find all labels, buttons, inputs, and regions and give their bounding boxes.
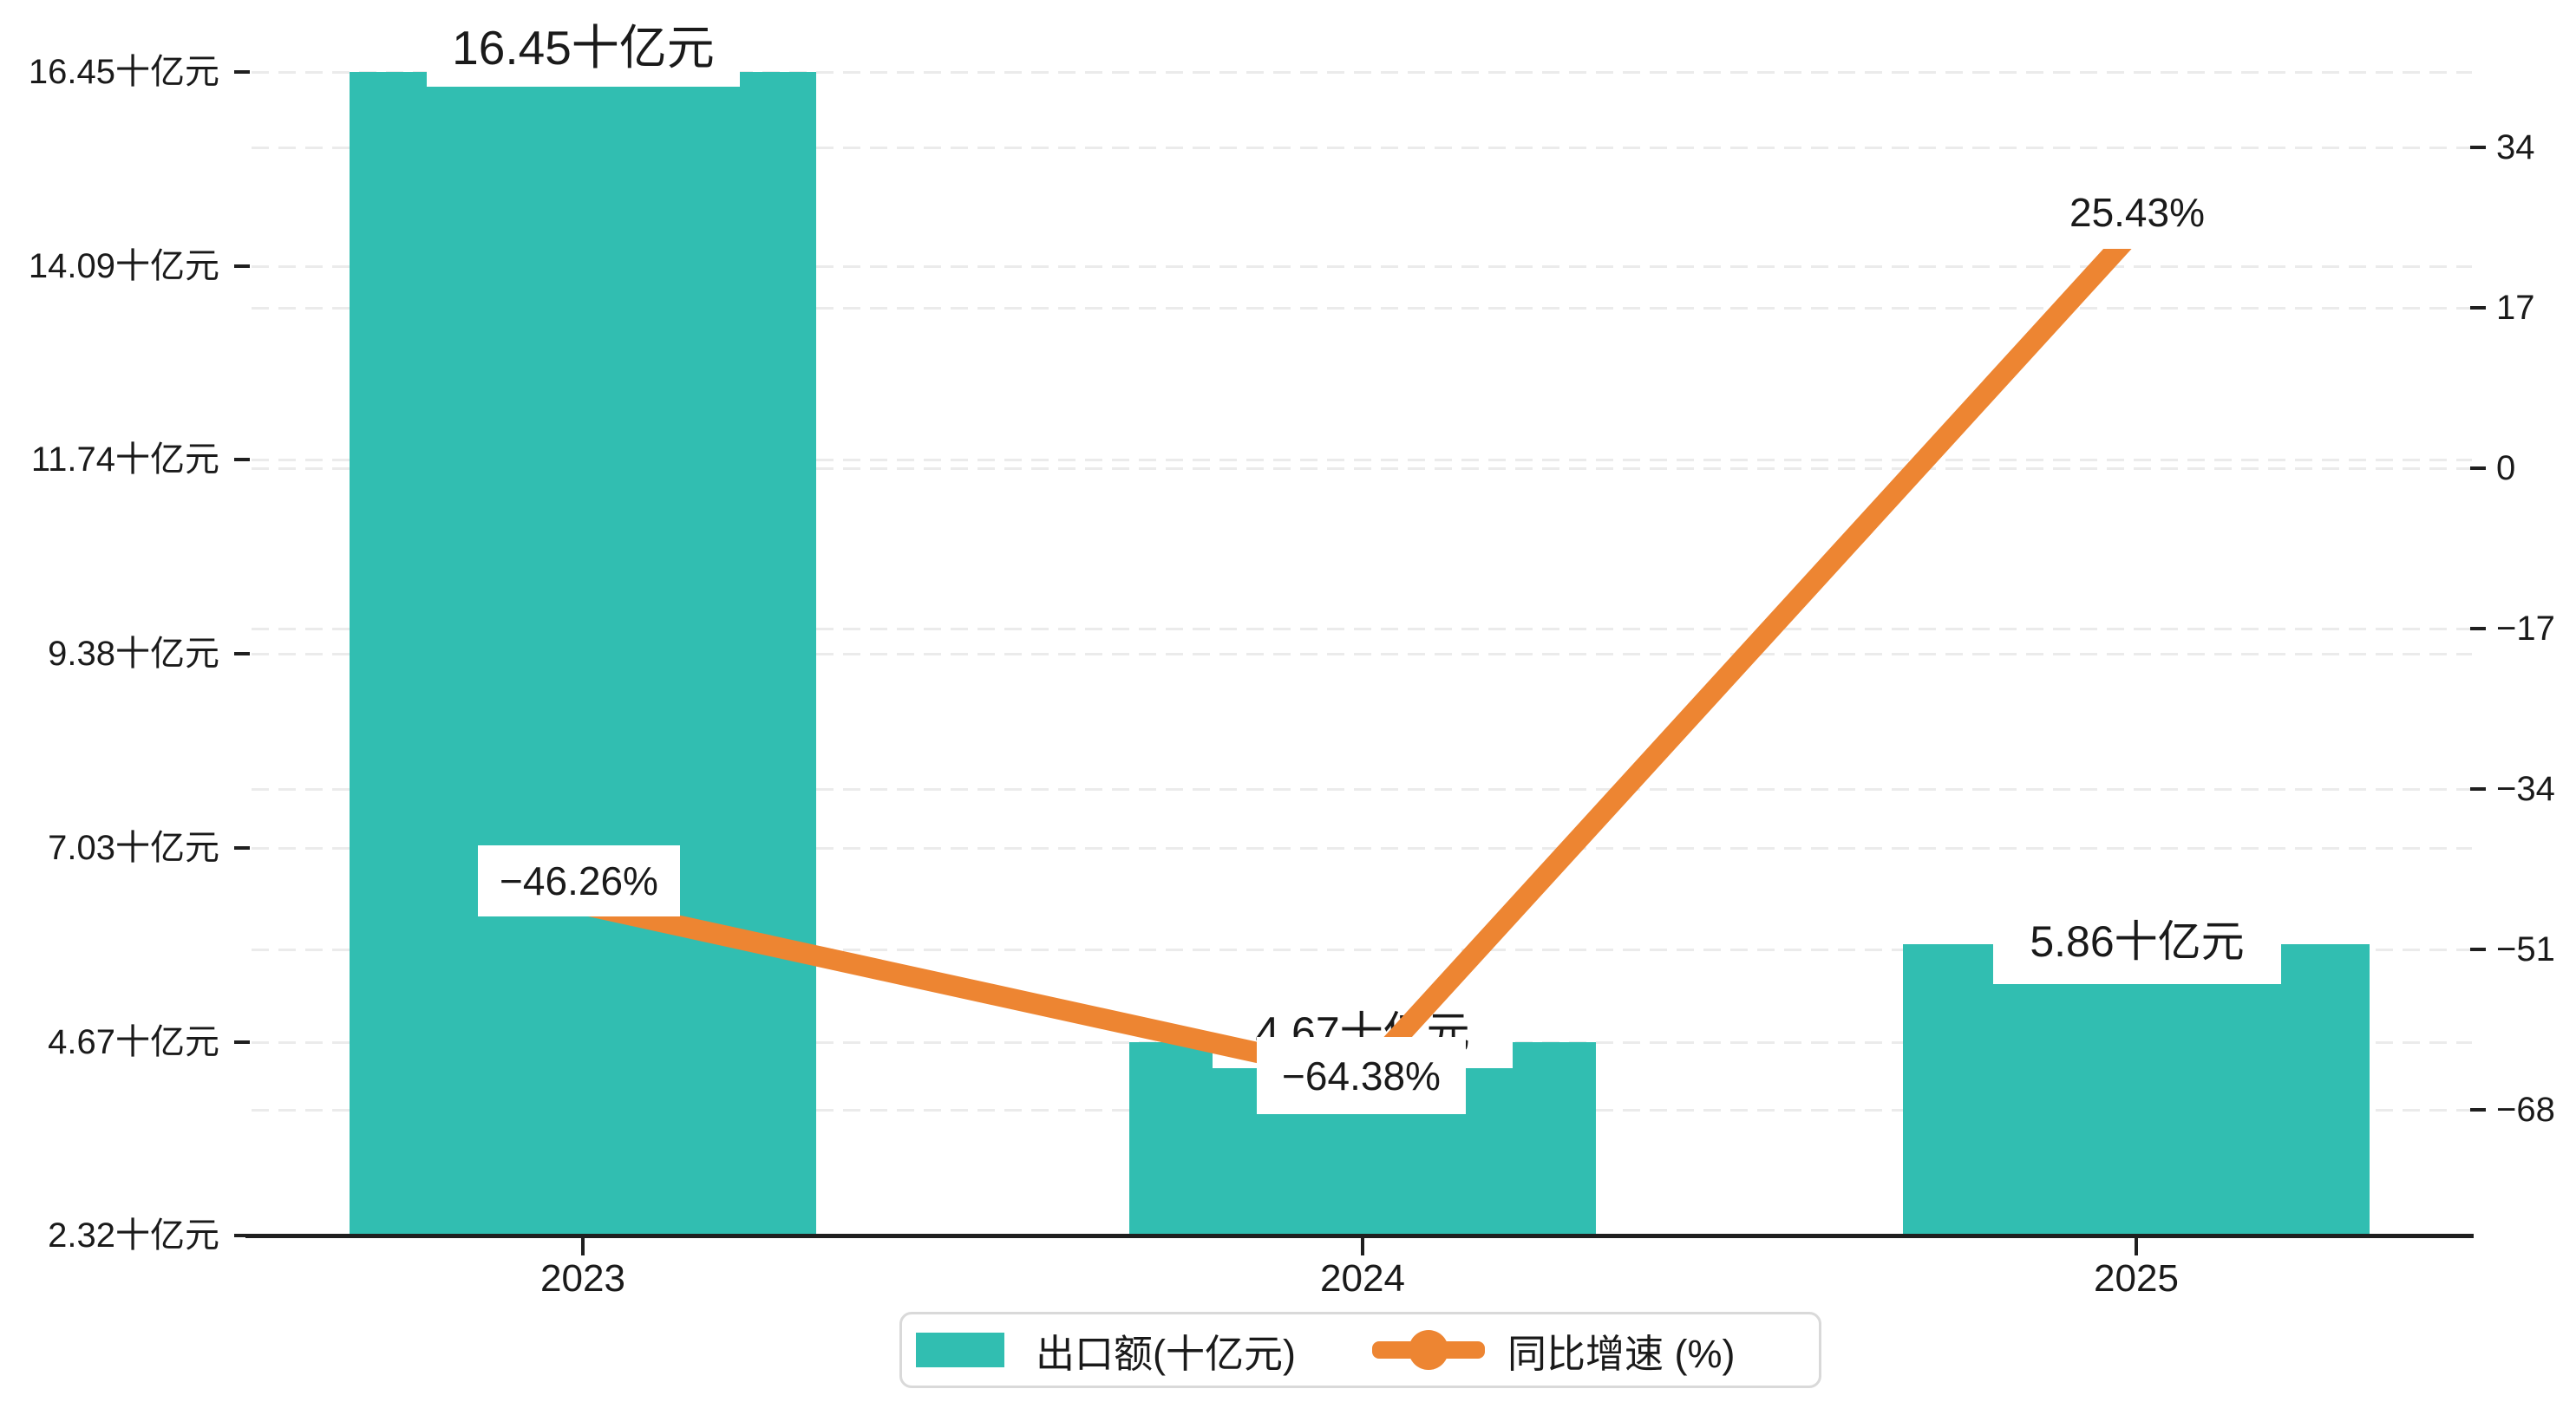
y-axis-left-tick bbox=[234, 458, 250, 462]
y-axis-left-label: 16.45十亿元 bbox=[28, 53, 219, 91]
gridline-right-axis bbox=[252, 787, 2472, 791]
gridline-left-axis bbox=[252, 459, 2472, 462]
y-axis-right-tick bbox=[2470, 786, 2486, 791]
growth-value-label-2024: −64.38% bbox=[1257, 1037, 1466, 1114]
y-axis-right-tick bbox=[2470, 1107, 2486, 1112]
y-axis-left-label: 9.38十亿元 bbox=[48, 635, 219, 674]
x-axis-tick bbox=[1361, 1238, 1364, 1255]
y-axis-left-label: 11.74十亿元 bbox=[30, 440, 219, 479]
gridline-left-axis bbox=[252, 265, 2472, 269]
x-axis-tick bbox=[581, 1238, 585, 1255]
legend: 出口额(十亿元) 同比增速 (%) bbox=[899, 1312, 1821, 1388]
y-axis-left-tick bbox=[234, 1234, 250, 1237]
legend-bar-swatch bbox=[916, 1333, 1004, 1367]
x-axis-tick bbox=[2135, 1238, 2138, 1255]
y-axis-left-tick bbox=[234, 1040, 250, 1044]
y-axis-right-tick bbox=[2470, 947, 2486, 951]
gridline-left-axis bbox=[252, 653, 2472, 656]
legend-line-dot-icon bbox=[1408, 1330, 1448, 1370]
y-axis-left-label: 2.32十亿元 bbox=[48, 1216, 219, 1255]
bar-value-label-2023: 16.45十亿元 bbox=[427, 0, 740, 87]
y-axis-left-label: 7.03十亿元 bbox=[48, 828, 219, 867]
y-axis-right-label: −68 bbox=[2496, 1090, 2555, 1129]
legend-line-label: 同比增速 (%) bbox=[1507, 1331, 1736, 1376]
y-axis-left-tick bbox=[234, 70, 250, 74]
gridline-right-axis bbox=[252, 307, 2472, 310]
y-axis-left-label: 4.67十亿元 bbox=[48, 1022, 219, 1061]
bar-2025 bbox=[1903, 943, 2370, 1236]
y-axis-right-label: −17 bbox=[2496, 609, 2555, 648]
y-axis-right-label: −34 bbox=[2496, 769, 2555, 808]
growth-value-label-2025: 25.43% bbox=[2047, 176, 2227, 249]
y-axis-right-tick bbox=[2470, 306, 2486, 310]
y-axis-right-tick bbox=[2470, 466, 2486, 470]
x-axis-line bbox=[245, 1234, 2474, 1238]
legend-bar-label: 出口额(十亿元) bbox=[1036, 1331, 1296, 1376]
gridline-right-axis bbox=[252, 948, 2472, 951]
gridline-right-axis bbox=[252, 467, 2472, 470]
gridline-left-axis bbox=[252, 71, 2472, 74]
y-axis-left-tick bbox=[234, 264, 250, 269]
legend-line-marker-icon bbox=[1371, 1330, 1485, 1370]
x-axis-label-2025: 2025 bbox=[2094, 1257, 2179, 1300]
growth-value-label-2023: −46.26% bbox=[478, 845, 680, 916]
bar-2023 bbox=[350, 72, 816, 1236]
y-axis-right-label: 34 bbox=[2496, 128, 2535, 166]
y-axis-left-tick bbox=[234, 845, 250, 850]
gridline-right-axis bbox=[252, 147, 2472, 149]
x-axis-label-2024: 2024 bbox=[1320, 1257, 1405, 1300]
x-axis-label-2023: 2023 bbox=[540, 1257, 625, 1300]
bar-value-label-2025: 5.86十亿元 bbox=[1993, 892, 2281, 984]
y-axis-right-label: 0 bbox=[2496, 449, 2516, 487]
y-axis-left-tick bbox=[234, 652, 250, 656]
y-axis-right-label: −51 bbox=[2496, 929, 2555, 968]
gridline-left-axis bbox=[252, 846, 2472, 850]
y-axis-right-label: 17 bbox=[2496, 289, 2535, 327]
y-axis-right-tick bbox=[2470, 146, 2486, 149]
gridline-right-axis bbox=[252, 627, 2472, 630]
y-axis-right-tick bbox=[2470, 626, 2486, 630]
y-axis-left-label: 14.09十亿元 bbox=[28, 247, 219, 286]
